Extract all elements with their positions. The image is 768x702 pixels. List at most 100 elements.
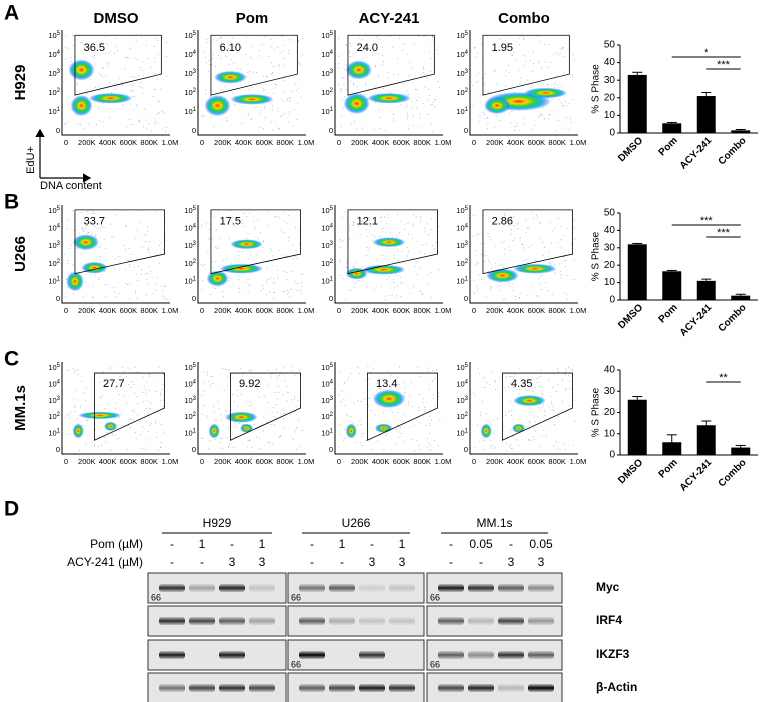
event-dot (397, 412, 399, 414)
event-dot (203, 390, 205, 392)
event-dot (563, 72, 565, 74)
event-dot (262, 90, 264, 92)
event-dot (162, 406, 164, 408)
event-dot (561, 102, 563, 104)
tick-exponent: 1 (57, 276, 61, 282)
event-dot (142, 75, 144, 77)
event-dot (274, 392, 276, 394)
x-tick-label: 800K (413, 138, 431, 147)
event-dot (273, 93, 275, 95)
event-dot (266, 75, 268, 77)
event-dot (428, 432, 430, 434)
event-dot (276, 378, 278, 380)
event-dot (529, 421, 531, 423)
event-dot (419, 114, 421, 116)
event-dot (348, 227, 350, 229)
tick-exponent: 1 (57, 107, 61, 113)
event-dot (416, 107, 418, 109)
event-dot (225, 117, 227, 119)
event-dot (406, 53, 408, 55)
event-dot (160, 392, 162, 394)
event-dot (424, 86, 426, 88)
error-bar (701, 278, 712, 281)
event-dot (129, 48, 131, 50)
y-tick-label: 103 (456, 69, 468, 78)
event-dot (529, 422, 531, 424)
event-dot (398, 366, 400, 368)
event-dot (542, 241, 544, 243)
row-label: U266 (12, 236, 29, 272)
event-dot (386, 370, 388, 372)
event-dot (361, 220, 363, 222)
event-dot (517, 445, 519, 447)
gate (347, 34, 435, 96)
event-dot (404, 392, 406, 394)
tick-base: 10 (48, 206, 56, 215)
event-dot (122, 424, 124, 426)
event-dot (474, 447, 476, 449)
band (249, 617, 275, 625)
event-dot (432, 131, 434, 133)
event-dot (101, 75, 103, 77)
x-tick-label: 1.0M (570, 306, 587, 315)
event-dot (557, 384, 559, 386)
event-dot (539, 115, 541, 117)
event-dot (153, 292, 155, 294)
event-dot (294, 411, 296, 413)
event-dot (220, 36, 222, 38)
event-dot (212, 383, 214, 385)
event-dot (473, 215, 475, 217)
event-dot (207, 237, 209, 239)
event-dot (248, 439, 250, 441)
event-dot (561, 401, 563, 403)
event-dot (135, 39, 137, 41)
event-dot (482, 377, 484, 379)
event-dot (339, 246, 341, 248)
band (219, 617, 245, 625)
event-dot (110, 368, 112, 370)
event-dot (247, 71, 249, 73)
event-dot (217, 400, 219, 402)
event-dot (416, 439, 418, 441)
event-dot (476, 290, 478, 292)
event-dot (156, 277, 158, 279)
event-dot (407, 255, 409, 257)
event-dot (380, 217, 382, 219)
event-dot (281, 409, 283, 411)
event-dot (234, 401, 236, 403)
event-dot (221, 438, 223, 440)
y-tick-label: 30 (604, 242, 616, 253)
event-dot (150, 130, 152, 132)
event-dot (573, 444, 575, 446)
tick-exponent: 4 (57, 223, 61, 229)
event-dot (201, 394, 203, 396)
event-dot (284, 113, 286, 115)
event-dot (115, 258, 117, 260)
event-dot (438, 269, 440, 271)
event-dot (122, 395, 124, 397)
event-dot (136, 279, 138, 281)
significance-label: *** (700, 215, 714, 227)
event-dot (414, 424, 416, 426)
event-dot (140, 81, 142, 83)
event-dot (511, 110, 513, 112)
event-dot (499, 265, 501, 267)
gate-percent: 9.92 (239, 378, 260, 390)
density (345, 60, 372, 80)
event-dot (538, 445, 540, 447)
event-dot (433, 440, 435, 442)
event-dot (472, 105, 474, 107)
density (72, 423, 84, 439)
event-dot (533, 217, 535, 219)
event-dot (477, 368, 479, 370)
event-dot (131, 410, 133, 412)
event-dot (505, 75, 507, 77)
tick-base: 10 (456, 206, 464, 215)
event-dot (138, 86, 140, 88)
event-dot (107, 367, 109, 369)
event-dot (104, 52, 106, 54)
event-dot (406, 90, 408, 92)
event-dot (256, 387, 258, 389)
event-dot (247, 258, 249, 260)
